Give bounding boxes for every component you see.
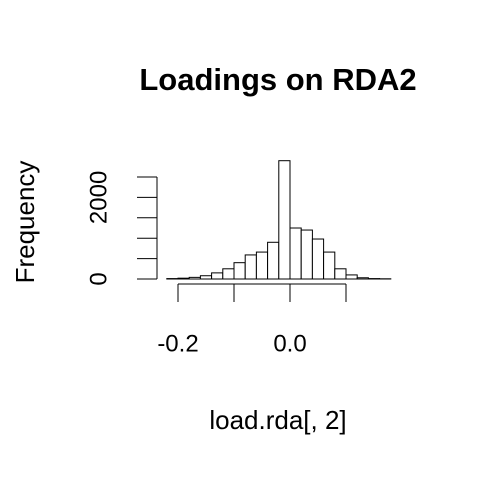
bar: [311, 238, 325, 280]
bar: [233, 262, 246, 280]
bar: [345, 274, 358, 280]
bar: [278, 160, 291, 280]
bar: [323, 251, 336, 280]
bar: [267, 241, 280, 280]
bar: [188, 276, 201, 280]
x-tick-label: 0.0: [273, 330, 306, 357]
y-tick-label: 0: [85, 272, 112, 285]
bar: [177, 277, 190, 280]
y-axis-title: Frequency: [10, 161, 40, 284]
bar: [199, 275, 213, 280]
y-tick-label: 2000: [85, 171, 112, 224]
chart-title: Loadings on RDA2: [139, 62, 416, 97]
bar: [255, 251, 269, 280]
bar: [334, 268, 347, 280]
bar: [211, 272, 224, 280]
bar: [244, 254, 257, 280]
x-tick-label: -0.2: [157, 330, 198, 357]
bar: [356, 277, 369, 280]
bar: [289, 227, 302, 280]
bar: [222, 268, 235, 280]
x-axis-title: load.rda[, 2]: [209, 405, 346, 435]
bar: [300, 229, 313, 280]
